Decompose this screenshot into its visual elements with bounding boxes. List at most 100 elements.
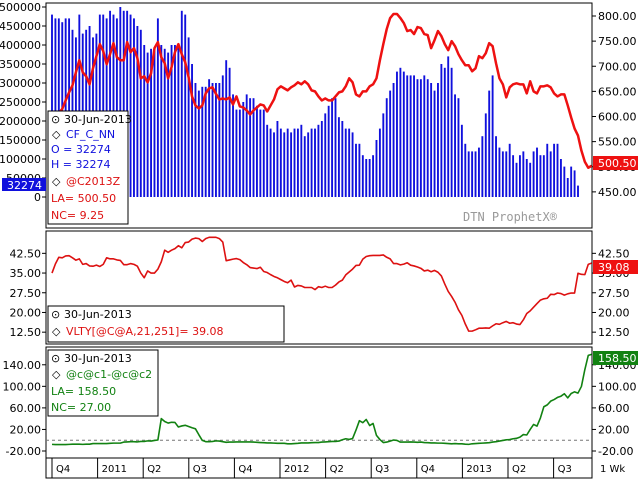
volume-bar: [372, 155, 375, 197]
volume-bar: [115, 18, 118, 198]
x-tick-label: Q2: [512, 464, 526, 475]
volume-bar: [522, 151, 525, 197]
volume-bar: [508, 143, 511, 197]
volume-bar: [474, 151, 477, 197]
volume-bar: [180, 10, 183, 197]
bot-left-tick-label: 140.00: [3, 359, 42, 372]
volume-bar: [539, 155, 542, 197]
volume-bar: [191, 64, 193, 197]
volume-bar: [529, 162, 532, 197]
volume-bar: [334, 98, 337, 197]
middle-legend: ⊙ 30-Jun-2013 ◇ VLTY[@C@A,21,251]= 39.08: [47, 305, 285, 343]
right-spread-tag-bg: [593, 351, 638, 365]
volume-bar: [112, 14, 115, 197]
legend-settings-icon[interactable]: ⊙: [51, 308, 60, 321]
volume-bar: [276, 121, 279, 197]
volume-bar: [167, 52, 170, 197]
legend-settings-icon[interactable]: ⊙: [51, 352, 60, 365]
volume-bar: [505, 151, 508, 197]
mid-right-tick-label: 27.50: [598, 287, 630, 300]
volume-bar: [512, 155, 515, 197]
volume-bar: [235, 109, 238, 197]
volume-bar: [402, 71, 405, 197]
volume-bar: [324, 113, 327, 197]
volume-bar: [300, 124, 303, 197]
left-tick-label: 0: [34, 191, 41, 204]
volume-bar: [286, 128, 289, 197]
spread-line: [51, 353, 592, 446]
left-tick-label: 200000: [0, 115, 41, 128]
volume-bar: [153, 48, 156, 197]
right-tick-label: 800.00: [598, 10, 637, 23]
volume-bar: [197, 90, 200, 197]
volume-bar: [573, 170, 576, 197]
left-tick-label: 400000: [0, 39, 41, 52]
volume-bar: [133, 18, 135, 198]
volume-bar: [368, 159, 371, 197]
volume-bar: [447, 56, 450, 198]
volume-bar: [252, 98, 255, 197]
volume-bar: [102, 14, 105, 197]
volume-bar: [54, 18, 57, 198]
mid-left-tick-label: 20.00: [10, 306, 42, 319]
volume-bar: [228, 67, 231, 197]
volume-bar: [78, 14, 81, 197]
volume-bar: [279, 128, 282, 197]
volume-bar: [290, 132, 293, 197]
volume-bar: [382, 113, 385, 197]
volume-bar: [361, 155, 364, 197]
volume-bar: [143, 45, 146, 197]
volume-bar: [556, 143, 559, 197]
volume-bar: [471, 151, 474, 197]
right-spread-tag-text: 158.50: [598, 352, 637, 365]
volume-bar: [331, 98, 334, 197]
diamond-icon: ◇: [52, 128, 61, 141]
volume-bar: [150, 48, 152, 197]
right-tick-label: 700.00: [598, 60, 637, 73]
volume-bar: [495, 136, 497, 197]
volume-bar: [218, 83, 221, 197]
left-volume-tag-text: 32274: [7, 179, 42, 192]
volume-bar: [232, 94, 234, 197]
interval-label[interactable]: 1 Wk: [600, 464, 625, 475]
volume-bar: [296, 128, 299, 197]
volume-bar: [245, 94, 248, 197]
volume-bar: [443, 67, 446, 197]
bottom-axis-ticks: -20.00 -20.00 20.00 20.00 60.00 60.00 100.00 10…: [3, 359, 637, 458]
x-tick-label: Q4: [56, 464, 70, 475]
mid-left-tick-label: 42.50: [10, 247, 42, 260]
volume-bar: [389, 90, 392, 197]
x-axis-frame: [45, 457, 593, 479]
x-tick-label: Q4: [238, 464, 252, 475]
volume-bar: [194, 83, 197, 197]
left-tick-label: 150000: [0, 134, 41, 147]
bot-left-tick-label: 100.00: [3, 380, 42, 393]
bot-left-tick-label: 20.00: [10, 423, 42, 436]
volume-bar: [303, 136, 306, 197]
x-tick-label: Q2: [330, 464, 344, 475]
volume-bar: [413, 75, 415, 197]
volume-bar: [355, 143, 357, 197]
left-tick-label: 350000: [0, 58, 41, 71]
legend-settings-icon[interactable]: ⊙: [51, 113, 60, 126]
volume-bar: [559, 159, 562, 197]
left-tick-label: 250000: [0, 96, 41, 109]
left-volume-tag: 32274: [2, 178, 46, 192]
price-line: [50, 12, 593, 169]
volume-bar: [416, 79, 419, 197]
volume-bar: [440, 64, 443, 197]
volume-bar: [170, 45, 173, 197]
top-legend: ⊙ 30-Jun-2013 ◇ CF_C_NN O = 32274 H = 32…: [47, 110, 132, 225]
volume-bar: [136, 26, 139, 197]
volume-bar: [266, 124, 269, 197]
series-lines: [50, 12, 593, 446]
x-axis-labels: Q4 2011 Q2 Q3 Q4 2012 Q2 Q3 Q4 2013 Q2 Q3: [51, 458, 572, 478]
volume-bar: [406, 75, 409, 197]
volume-bar: [269, 128, 272, 197]
volume-bar: [174, 45, 176, 197]
volatility-label: VLTY[@C@A,21,251]= 39.08: [66, 325, 224, 338]
bar-symbol: CF_C_NN: [66, 128, 115, 141]
bot-right-tick-label: 20.00: [598, 423, 630, 436]
volume-bar: [426, 79, 429, 197]
